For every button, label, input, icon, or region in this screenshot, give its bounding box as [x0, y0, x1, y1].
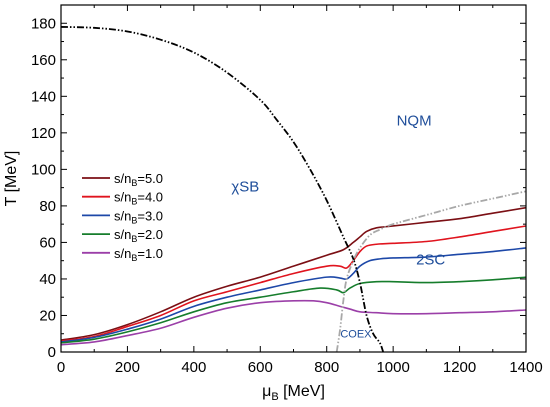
y-tick-label: 60	[39, 234, 56, 251]
region-label-sb: χSB	[231, 178, 259, 195]
region-label-coex: COEX	[340, 328, 372, 340]
x-tick-label: 1200	[443, 359, 476, 376]
legend: s/nB=5.0 s/nB=4.0s/nB=3.0 s/nB=2.0 s/nB=1.0	[82, 171, 163, 263]
annotation-layer: χSB NQM 2SC COEX	[231, 113, 445, 341]
series-line-2	[61, 225, 526, 342]
y-tick-label: 40	[39, 271, 56, 288]
y-tick-label: 160	[31, 52, 56, 69]
region-label-nqm: NQM	[397, 113, 432, 130]
y-tick-label: 80	[39, 198, 56, 215]
x-axis-title: μB [MeV]	[262, 383, 325, 403]
y-tick-label: 180	[31, 15, 56, 32]
y-tick-label: 0	[48, 344, 56, 361]
ticks-layer	[60, 4, 527, 353]
legend-label-4: s/nB=2.0	[114, 227, 163, 244]
y-tick-label: 20	[39, 307, 56, 324]
legend-label-5: s/nB=1.0	[114, 246, 163, 263]
y-axis-title: T [MeV]	[3, 151, 20, 207]
x-tick-label: 800	[314, 359, 339, 376]
x-tick-label: 600	[248, 359, 273, 376]
series-layer	[61, 206, 526, 346]
x-tick-label: 200	[115, 359, 140, 376]
y-tick-label: 120	[31, 125, 56, 142]
legend-label-3: s/nB=3.0	[114, 208, 163, 225]
chiral-boundary	[61, 26, 385, 352]
x-tick-label: 1000	[376, 359, 409, 376]
coex-boundary	[335, 190, 526, 352]
y-tick-label: 100	[31, 161, 56, 178]
series-line-5	[61, 299, 526, 346]
series-line-4	[61, 276, 526, 344]
y-tick-label: 140	[31, 88, 56, 105]
boundary-layer	[61, 26, 526, 352]
x-tick-label: 1400	[509, 359, 542, 376]
legend-label-1: s/nB=5.0	[114, 171, 163, 188]
x-tick-label: 400	[181, 359, 206, 376]
region-label-2sc: 2SC	[416, 251, 445, 268]
labels-layer: 0 200 400 600 800 1000 1200 1400 0 20 40 60 80 100 120…	[3, 15, 543, 403]
series-line-3	[61, 247, 526, 343]
x-tick-label: 0	[57, 359, 65, 376]
series-line-1	[61, 206, 526, 341]
legend-label-2: s/nB=4.0	[114, 190, 163, 207]
